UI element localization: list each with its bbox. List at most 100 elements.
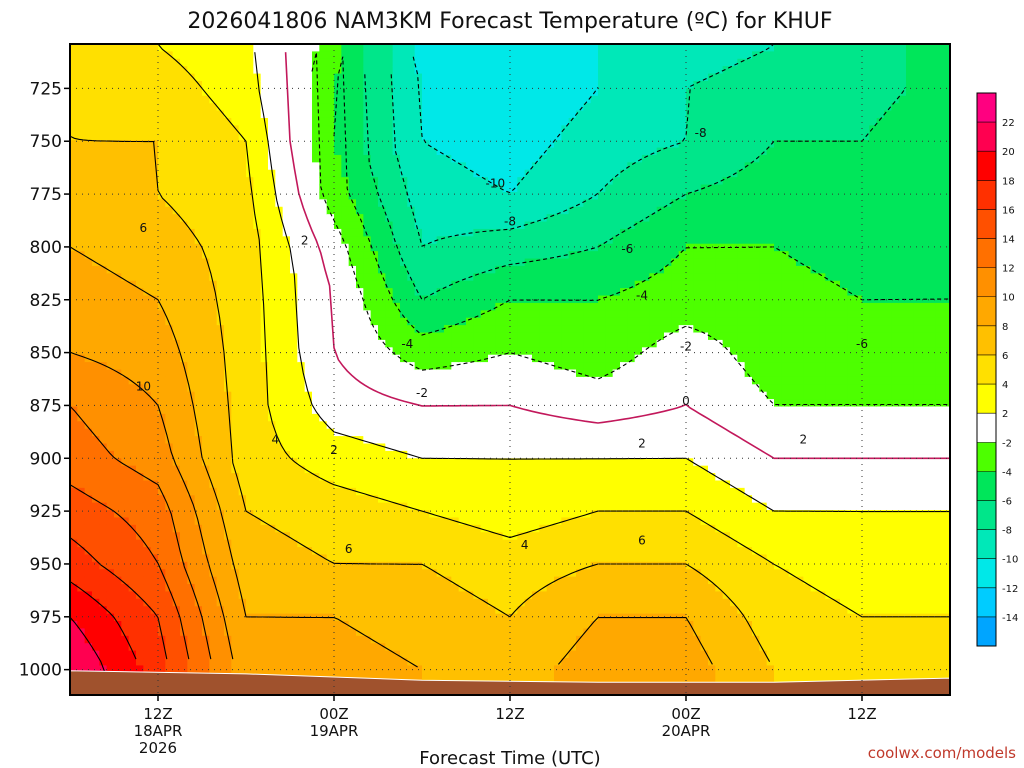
temperature-cell <box>385 199 394 208</box>
temperature-cell <box>216 399 225 408</box>
temperature-cell <box>150 288 159 297</box>
temperature-cell <box>172 569 181 578</box>
temperature-cell <box>246 584 254 593</box>
temperature-cell <box>180 436 188 445</box>
temperature-cell <box>209 191 218 200</box>
temperature-cell <box>114 450 122 459</box>
temperature-cell <box>326 273 335 282</box>
temperature-cell <box>70 458 78 467</box>
temperature-cell <box>290 117 298 126</box>
temperature-cell <box>473 635 482 644</box>
temperature-cell <box>114 191 122 200</box>
temperature-cell <box>238 147 247 156</box>
temperature-cell <box>282 428 291 437</box>
temperature-cell <box>180 524 188 533</box>
temperature-cell <box>356 51 364 60</box>
temperature-cell <box>150 539 159 548</box>
temperature-cell <box>128 391 137 400</box>
temperature-cell <box>400 643 408 652</box>
temperature-cell <box>260 658 269 667</box>
temperature-cell <box>172 110 181 119</box>
temperature-cell <box>341 547 350 556</box>
temperature-cell <box>407 554 416 563</box>
temperature-cell <box>99 280 108 289</box>
temperature-cell <box>238 251 247 260</box>
temperature-cell <box>334 310 342 319</box>
temperature-cell <box>106 428 115 437</box>
temperature-cell <box>106 532 115 541</box>
temperature-cell <box>268 280 276 289</box>
temperature-cell <box>92 443 100 452</box>
temperature-cell <box>392 354 401 363</box>
temperature-cell <box>400 317 408 326</box>
temperature-cell <box>348 421 357 430</box>
temperature-cell <box>165 88 174 97</box>
temperature-cell <box>172 73 181 82</box>
temperature-cell <box>253 443 262 452</box>
temperature-cell <box>99 428 108 437</box>
temperature-cell <box>121 576 130 585</box>
temperature-cell <box>466 117 474 126</box>
temperature-cell <box>84 347 93 356</box>
temperature-cell <box>334 221 342 230</box>
temperature-cell <box>114 88 122 97</box>
temperature-cell <box>114 132 122 141</box>
temperature-cell <box>334 302 342 311</box>
temperature-cell <box>143 584 152 593</box>
temperature-cell <box>246 598 254 607</box>
temperature-cell <box>70 369 78 378</box>
temperature-cell <box>268 265 276 274</box>
temperature-cell <box>165 524 174 533</box>
temperature-cell <box>216 406 225 415</box>
temperature-cell <box>275 347 284 356</box>
temperature-cell <box>334 325 342 334</box>
temperature-cell <box>180 280 188 289</box>
temperature-cell <box>165 576 174 585</box>
temperature-cell <box>348 354 357 363</box>
temperature-cell <box>238 369 247 378</box>
temperature-cell <box>363 295 372 304</box>
temperature-cell <box>304 162 313 171</box>
temperature-cell <box>363 251 372 260</box>
temperature-cell <box>158 436 166 445</box>
temperature-cell <box>268 443 276 452</box>
temperature-cell <box>194 561 203 570</box>
temperature-cell <box>341 258 350 267</box>
temperature-cell <box>121 436 130 445</box>
temperature-cell <box>444 169 452 178</box>
temperature-cell <box>370 317 379 326</box>
temperature-cell <box>187 339 196 348</box>
temperature-cell <box>312 347 320 356</box>
temperature-cell <box>275 154 284 163</box>
temperature-cell <box>260 369 269 378</box>
temperature-cell <box>341 51 350 60</box>
temperature-cell <box>231 354 240 363</box>
temperature-cell <box>238 199 247 208</box>
temperature-cell <box>480 66 489 75</box>
temperature-cell <box>341 532 350 541</box>
temperature-cell <box>392 66 401 75</box>
temperature-cell <box>356 88 364 97</box>
temperature-cell <box>268 532 276 541</box>
temperature-cell <box>77 317 86 326</box>
temperature-cell <box>238 265 247 274</box>
temperature-cell <box>209 480 218 489</box>
temperature-cell <box>238 406 247 415</box>
temperature-cell <box>480 384 489 393</box>
temperature-cell <box>209 214 218 223</box>
temperature-cell <box>348 251 357 260</box>
temperature-cell <box>260 147 269 156</box>
temperature-cell <box>114 635 122 644</box>
temperature-cell <box>326 339 335 348</box>
temperature-cell <box>304 51 313 60</box>
temperature-cell <box>326 362 335 371</box>
temperature-cell <box>407 169 416 178</box>
temperature-cell <box>275 177 284 186</box>
temperature-cell <box>246 576 254 585</box>
temperature-cell <box>260 191 269 200</box>
temperature-cell <box>334 480 342 489</box>
temperature-cell <box>202 110 210 119</box>
temperature-cell <box>473 191 482 200</box>
temperature-cell <box>326 643 335 652</box>
temperature-cell <box>348 613 357 622</box>
